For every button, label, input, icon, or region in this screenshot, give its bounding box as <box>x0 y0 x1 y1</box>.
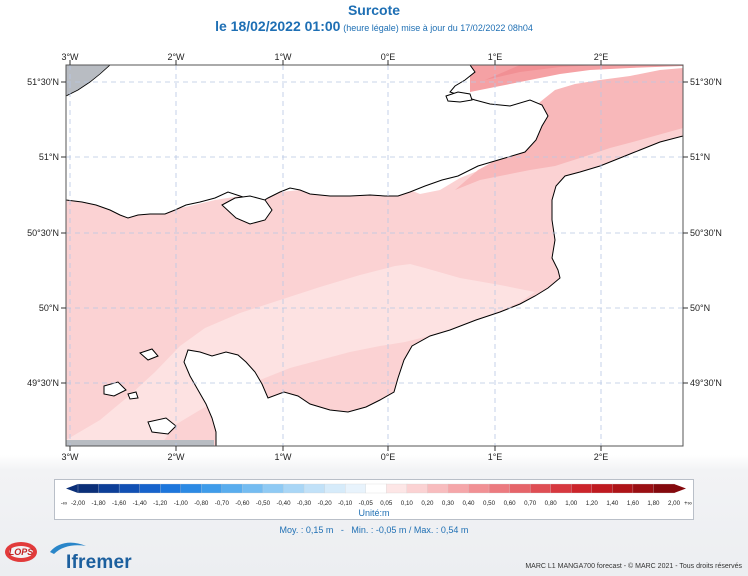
wales-land <box>66 65 111 97</box>
lon-label-bottom-6: 2°E <box>594 452 609 462</box>
isle-of-wight <box>221 195 273 225</box>
lat-label-left-1: 51°30'N <box>27 77 59 87</box>
jersey <box>147 417 177 435</box>
thames-island <box>445 91 473 103</box>
lat-label-left-2: 51°N <box>39 152 59 162</box>
lon-label-bottom-5: 1°E <box>488 452 503 462</box>
alderney <box>139 348 159 361</box>
copyright-footer: MARC L1 MANGA700 forecast - © MARC 2021 … <box>525 563 742 570</box>
lon-label-top-5: 1°E <box>488 52 503 62</box>
brittany-edge <box>66 440 214 446</box>
lat-label-right-3: 50°30'N <box>690 228 722 238</box>
legend-unit: Unité:m <box>358 508 390 518</box>
lon-label-top-2: 2°W <box>167 52 185 62</box>
lon-label-top-3: 1°W <box>274 52 292 62</box>
ifremer-logo-text: Ifremer <box>66 552 132 573</box>
sark <box>127 391 139 400</box>
lat-label-right-5: 49°30'N <box>690 378 722 388</box>
map-title: Surcote <box>347 2 401 18</box>
lon-label-bottom-1: 3°W <box>61 452 79 462</box>
sea-zone-high <box>455 68 683 190</box>
lops-logo: LOPS <box>5 542 37 562</box>
lon-label-top-4: 0°E <box>381 52 396 62</box>
graticule <box>66 65 683 446</box>
france-land <box>183 135 683 446</box>
ifremer-wave-icon <box>50 542 86 554</box>
update-note: (heure légale) mise à jour du 17/02/2022… <box>343 23 533 33</box>
surge-statistics: Moy. : 0,15 m - Min. : -0,05 m / Max. : … <box>279 525 469 535</box>
lon-label-top-6: 2°E <box>594 52 609 62</box>
lon-label-top-1: 3°W <box>61 52 79 62</box>
lat-label-right-1: 51°30'N <box>690 77 722 87</box>
forecast-date: le 18/02/2022 01:00 <box>215 18 341 34</box>
england-land <box>66 65 549 219</box>
lat-label-left-5: 49°30'N <box>27 378 59 388</box>
sea-zone-lightest <box>66 264 535 446</box>
lon-label-bottom-3: 1°W <box>274 452 292 462</box>
lat-label-left-4: 50°N <box>39 303 59 313</box>
lat-label-left-3: 50°30'N <box>27 228 59 238</box>
lon-label-bottom-2: 2°W <box>167 452 185 462</box>
sea-zone-peak <box>485 65 600 80</box>
lops-logo-text: LOPS <box>9 547 34 557</box>
map-subtitle: le 18/02/2022 01:00 (heure légale) mise … <box>0 18 748 34</box>
axis-ticks <box>61 60 688 451</box>
map-frame <box>65 64 684 447</box>
sea-zone-top <box>470 65 683 92</box>
lat-label-right-4: 50°N <box>690 303 710 313</box>
map-area <box>66 65 683 446</box>
lon-label-bottom-4: 0°E <box>381 452 396 462</box>
lat-label-right-2: 51°N <box>690 152 710 162</box>
